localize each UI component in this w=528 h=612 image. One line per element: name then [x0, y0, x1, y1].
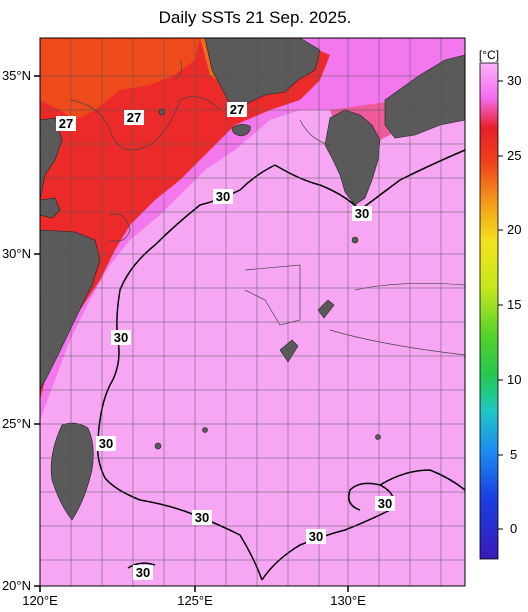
contour-interior-c — [329, 329, 466, 356]
colorbar-ticks — [498, 80, 503, 530]
contour-label-27-center: 27 — [124, 110, 144, 125]
isotherm-30-se — [379, 469, 466, 491]
map-title: Daily SSTs 21 Sep. 2025. — [158, 8, 352, 27]
lat-label-35: 35°N — [2, 68, 31, 83]
kyushu — [324, 109, 381, 206]
svg-text:30: 30 — [309, 529, 323, 544]
lat-label-25: 25°N — [2, 416, 31, 431]
contour-27b — [174, 59, 182, 81]
korea-peninsula — [204, 37, 321, 111]
plot-frame — [39, 37, 466, 587]
colorbar-label-10: 10 — [507, 372, 521, 387]
colorbar: [°C] 30 25 20 15 10 5 0 — [479, 48, 521, 560]
contour-27a — [69, 96, 221, 151]
island-a — [351, 236, 359, 244]
svg-text:30: 30 — [99, 436, 113, 451]
jeju-island — [231, 124, 251, 137]
svg-text:30: 30 — [355, 206, 369, 221]
contour-label-30-north: 30 — [213, 189, 233, 204]
contour-label-27-east: 27 — [227, 102, 247, 117]
island-f — [158, 108, 166, 116]
contour-label-30-kyushu: 30 — [352, 206, 372, 221]
colorbar-label-5: 5 — [510, 447, 517, 462]
svg-text:30: 30 — [378, 496, 392, 511]
major-ticks — [34, 75, 349, 592]
svg-text:27: 27 — [59, 116, 73, 131]
lat-label-30: 30°N — [2, 246, 31, 261]
contour-label-30-bottom: 30 — [133, 565, 153, 580]
contour-labels: 27 27 27 30 30 30 30 30 — [56, 102, 395, 580]
lon-label-130: 130°E — [330, 593, 366, 608]
svg-text:30: 30 — [195, 510, 209, 525]
colorbar-gradient — [479, 62, 499, 560]
contour-label-30-taiwan: 30 — [96, 436, 116, 451]
colorbar-label-15: 15 — [507, 297, 521, 312]
isotherm-30-small — [127, 562, 156, 569]
contour-label-27-west: 27 — [56, 116, 76, 131]
china-mainland — [39, 229, 101, 391]
contour-label-30-west: 30 — [111, 330, 131, 345]
contour-label-30-south-center: 30 — [306, 529, 326, 544]
amami-island — [317, 299, 335, 319]
contour-interior-a — [244, 264, 301, 326]
lon-label-120: 120°E — [22, 593, 58, 608]
island-d — [375, 434, 381, 440]
svg-text:30: 30 — [114, 330, 128, 345]
svg-text:30: 30 — [136, 565, 150, 580]
contour-warm-eddy — [109, 213, 131, 242]
graticule — [40, 38, 465, 586]
coastal-warm-region — [40, 38, 200, 120]
colorbar-label-30: 30 — [507, 73, 521, 88]
svg-text:30: 30 — [216, 189, 230, 204]
land — [39, 37, 466, 577]
shandong-land — [39, 38, 63, 201]
lon-label-125: 125°E — [177, 593, 213, 608]
colorbar-label-0: 0 — [510, 521, 517, 536]
contour-label-30-southeast: 30 — [375, 496, 395, 511]
svg-text:27: 27 — [230, 102, 244, 117]
contour-label-30-south: 30 — [192, 510, 212, 525]
colorbar-label-20: 20 — [507, 222, 521, 237]
colorbar-unit: [°C] — [479, 48, 499, 62]
svg-text:27: 27 — [127, 110, 141, 125]
lat-label-20: 20°N — [2, 578, 31, 593]
colorbar-label-25: 25 — [507, 148, 521, 163]
island-c — [202, 427, 208, 433]
taiwan — [50, 422, 94, 521]
warm-region — [40, 38, 330, 400]
island-b — [154, 442, 162, 450]
